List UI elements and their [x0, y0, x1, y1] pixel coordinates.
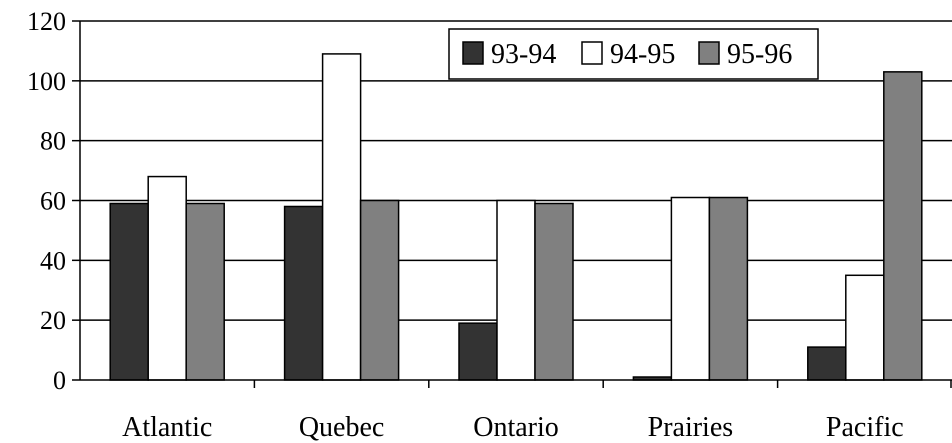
bar-93-94-pacific: [807, 346, 847, 381]
legend-swatch-93-94: [462, 41, 484, 65]
x-category-label: Pacific: [826, 412, 904, 443]
x-category-label: Ontario: [473, 412, 559, 443]
legend-swatch-94-95: [581, 41, 603, 65]
bar-93-94-ontario: [458, 322, 498, 381]
legend-box: [448, 28, 819, 80]
bars: [109, 53, 923, 381]
y-tick-label: 60: [40, 187, 66, 216]
y-tick-label: 40: [40, 246, 66, 275]
legend-swatch-95-96: [698, 41, 720, 65]
bar-95-96-quebec: [359, 199, 400, 381]
x-category-label: Atlantic: [122, 412, 212, 443]
bar-95-96-prairies: [708, 196, 749, 381]
y-tick-label: 80: [40, 127, 66, 156]
bar-94-95-quebec: [321, 53, 362, 381]
bar-94-95-pacific: [845, 274, 885, 381]
legend-label: 95-96: [727, 39, 792, 70]
bar-94-95-prairies: [670, 196, 711, 381]
bar-95-96-ontario: [534, 202, 574, 381]
bar-93-94-atlantic: [109, 202, 149, 381]
y-tick-label: 0: [53, 366, 66, 395]
x-category-label: Prairies: [648, 412, 734, 443]
y-tick-label: 120: [27, 7, 66, 36]
x-category-labels: Atlantic Quebec Ontario Prairies Pacific: [122, 412, 904, 443]
bar-94-95-atlantic: [147, 175, 187, 381]
bar-95-96-atlantic: [185, 202, 225, 381]
bar-93-94-quebec: [283, 205, 324, 381]
x-category-label: Quebec: [299, 412, 385, 443]
y-tick-label: 20: [40, 306, 66, 335]
legend: 93-94 94-95 95-96: [448, 28, 819, 80]
bar-94-95-ontario: [496, 199, 536, 381]
legend-label: 94-95: [610, 39, 675, 70]
y-tick-labels: 0 20 40 60 80 100 120: [27, 7, 66, 395]
legend-label: 93-94: [491, 39, 556, 70]
bar-95-96-pacific: [883, 71, 923, 381]
y-tick-label: 100: [27, 67, 66, 96]
axes: [72, 20, 952, 388]
